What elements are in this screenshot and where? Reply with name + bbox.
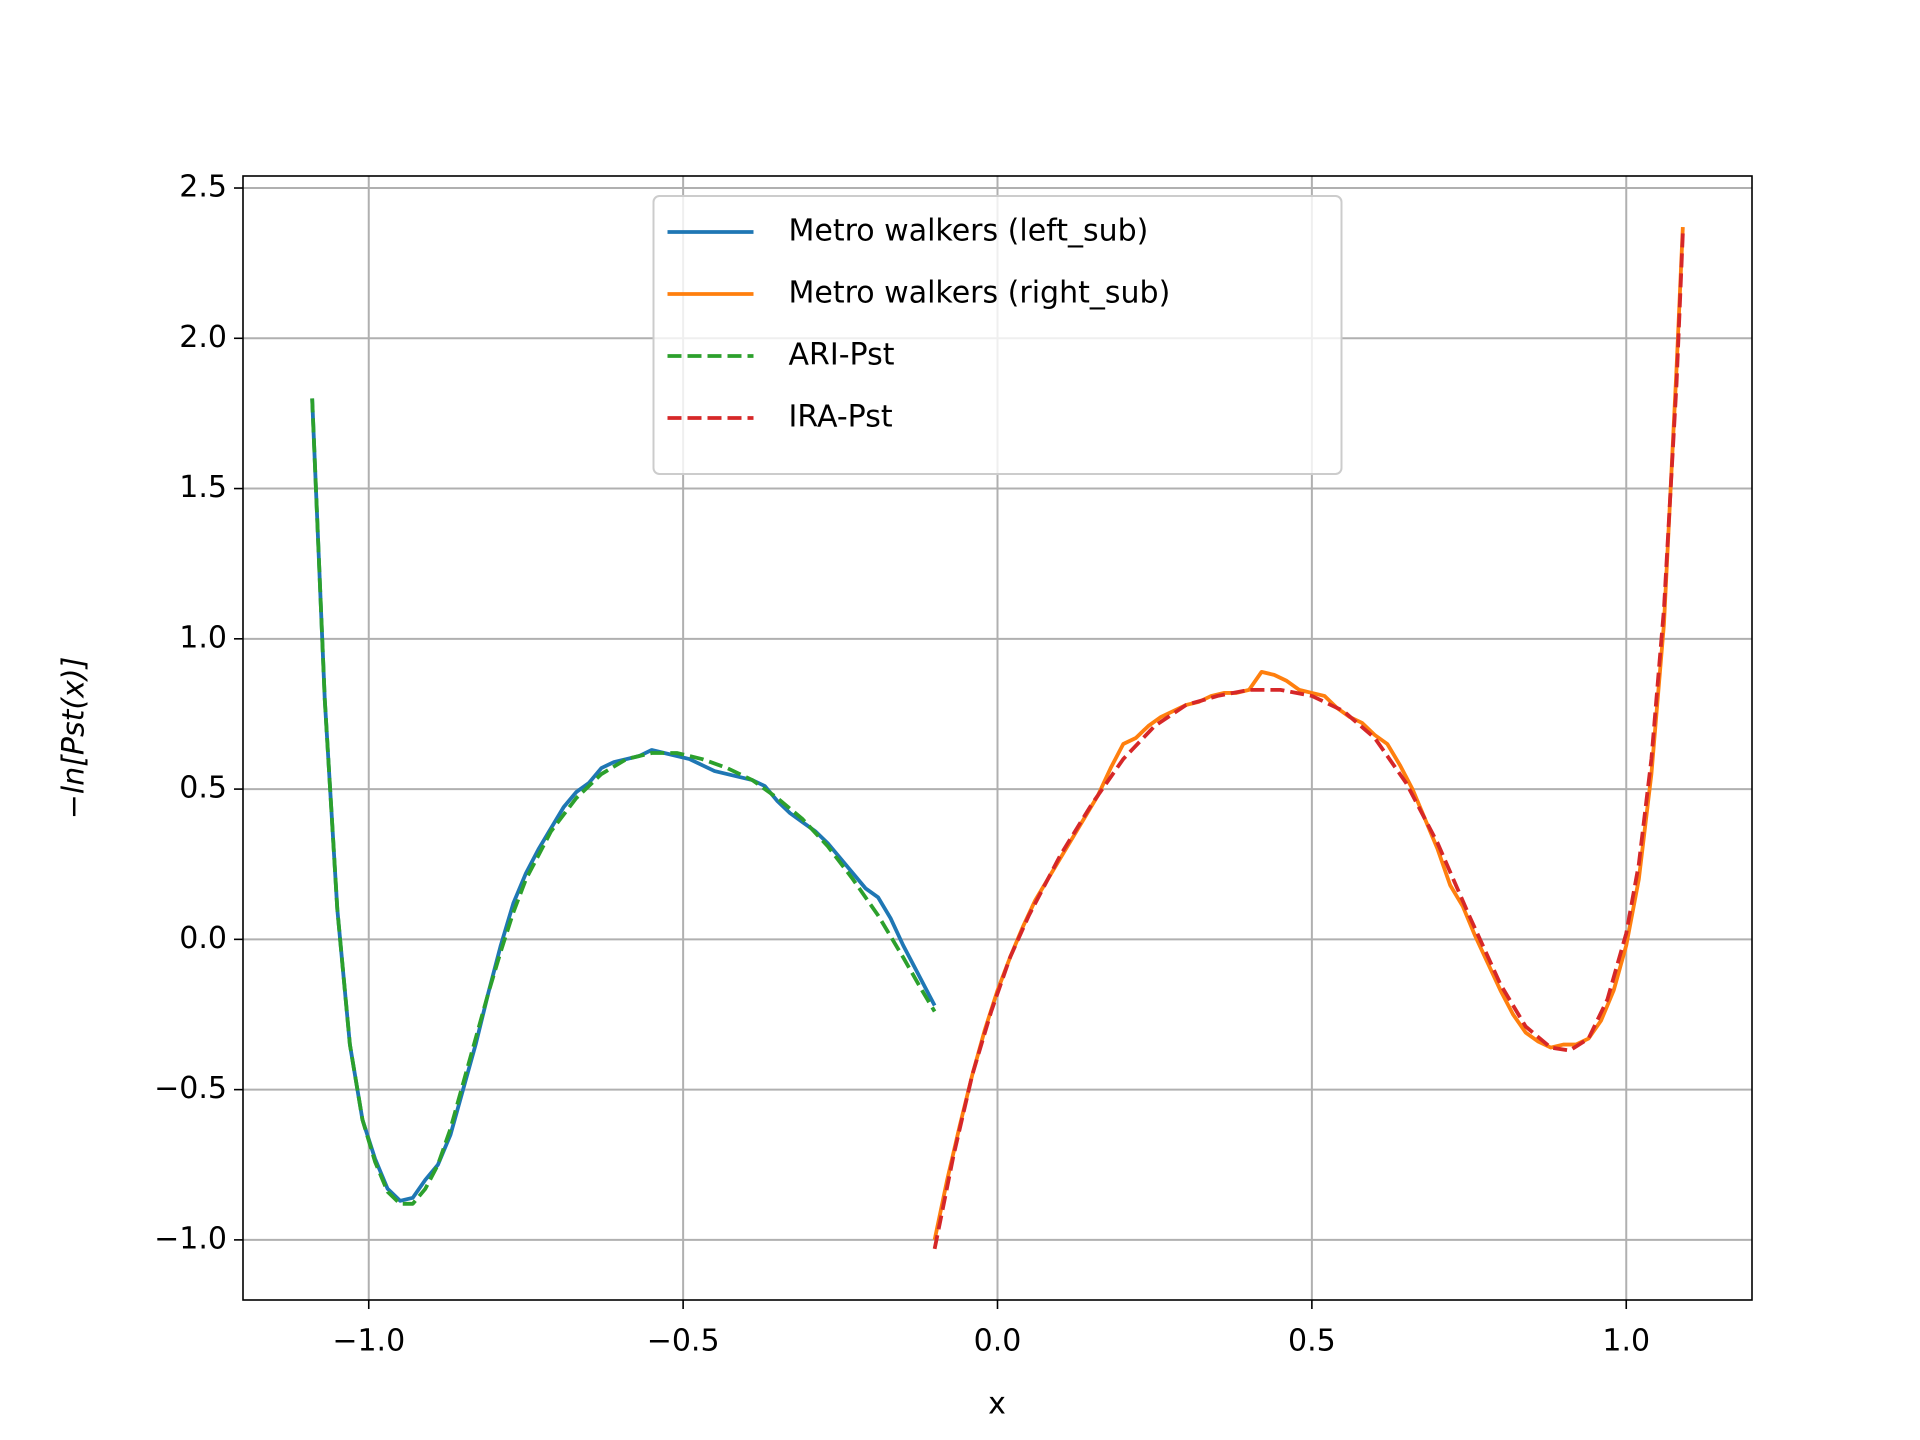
legend-label: Metro walkers (left_sub)	[789, 214, 1149, 249]
legend-label: ARI-Pst	[789, 338, 895, 373]
x-tick-label: 0.5	[1288, 1324, 1336, 1359]
y-tick-label: 0.0	[179, 921, 227, 956]
y-tick-label: 0.5	[179, 771, 227, 806]
legend: Metro walkers (left_sub) Metro walkers (r…	[652, 195, 1343, 475]
legend-box	[652, 195, 1343, 475]
y-tick-label: −0.5	[154, 1071, 227, 1106]
ticks: −1.0 −0.5 0.0 0.5 1.0 −1.0 −0.5 0.0 0.5 1.0 1.5 2.0…	[154, 170, 1650, 1359]
y-tick-label: −1.0	[154, 1221, 227, 1256]
line-series	[310, 398, 937, 1203]
x-axis-label: x	[988, 1387, 1006, 1422]
y-tick-label: 1.5	[179, 470, 227, 505]
line-series	[310, 398, 937, 1206]
x-tick-label: 0.0	[974, 1324, 1022, 1359]
legend-label: IRA-Pst	[789, 400, 893, 435]
legend-label: Metro walkers (right_sub)	[789, 276, 1171, 311]
y-tick-label: 2.5	[179, 170, 227, 205]
y-tick-label: 1.0	[179, 620, 227, 655]
y-tick-label: 2.0	[179, 320, 227, 355]
x-tick-label: −1.0	[332, 1324, 405, 1359]
plot-area	[310, 227, 1685, 1250]
y-axis-label: −ln[Pst(x)]	[57, 657, 92, 820]
x-tick-label: −0.5	[647, 1324, 720, 1359]
x-tick-label: 1.0	[1602, 1324, 1650, 1359]
